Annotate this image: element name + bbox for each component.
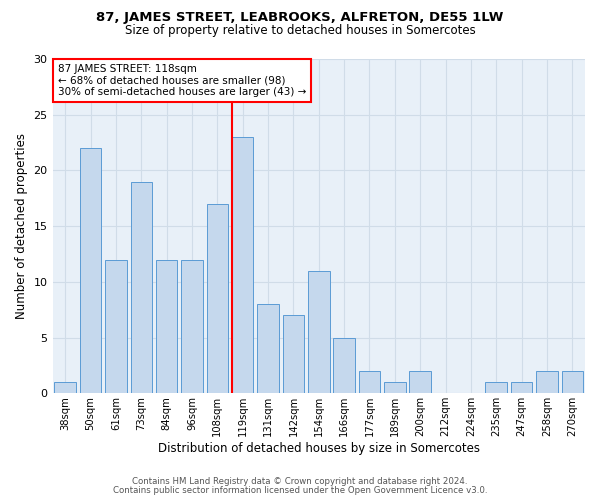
Y-axis label: Number of detached properties: Number of detached properties [15, 133, 28, 319]
Text: Size of property relative to detached houses in Somercotes: Size of property relative to detached ho… [125, 24, 475, 37]
Bar [206, 204, 228, 394]
Text: 87, JAMES STREET, LEABROOKS, ALFRETON, DE55 1LW: 87, JAMES STREET, LEABROOKS, ALFRETON, D… [97, 11, 503, 24]
Text: 87 JAMES STREET: 118sqm
← 68% of detached houses are smaller (98)
30% of semi-de: 87 JAMES STREET: 118sqm ← 68% of detache… [58, 64, 306, 97]
Bar [308, 270, 329, 394]
Bar [511, 382, 532, 394]
Bar [409, 371, 431, 394]
Bar [283, 316, 304, 394]
Bar [105, 260, 127, 394]
X-axis label: Distribution of detached houses by size in Somercotes: Distribution of detached houses by size … [158, 442, 480, 455]
Bar [562, 371, 583, 394]
Text: Contains public sector information licensed under the Open Government Licence v3: Contains public sector information licen… [113, 486, 487, 495]
Bar [131, 182, 152, 394]
Bar [181, 260, 203, 394]
Bar [359, 371, 380, 394]
Bar [485, 382, 507, 394]
Text: Contains HM Land Registry data © Crown copyright and database right 2024.: Contains HM Land Registry data © Crown c… [132, 477, 468, 486]
Bar [334, 338, 355, 394]
Bar [384, 382, 406, 394]
Bar [156, 260, 178, 394]
Bar [232, 137, 253, 394]
Bar [55, 382, 76, 394]
Bar [536, 371, 558, 394]
Bar [257, 304, 279, 394]
Bar [80, 148, 101, 394]
